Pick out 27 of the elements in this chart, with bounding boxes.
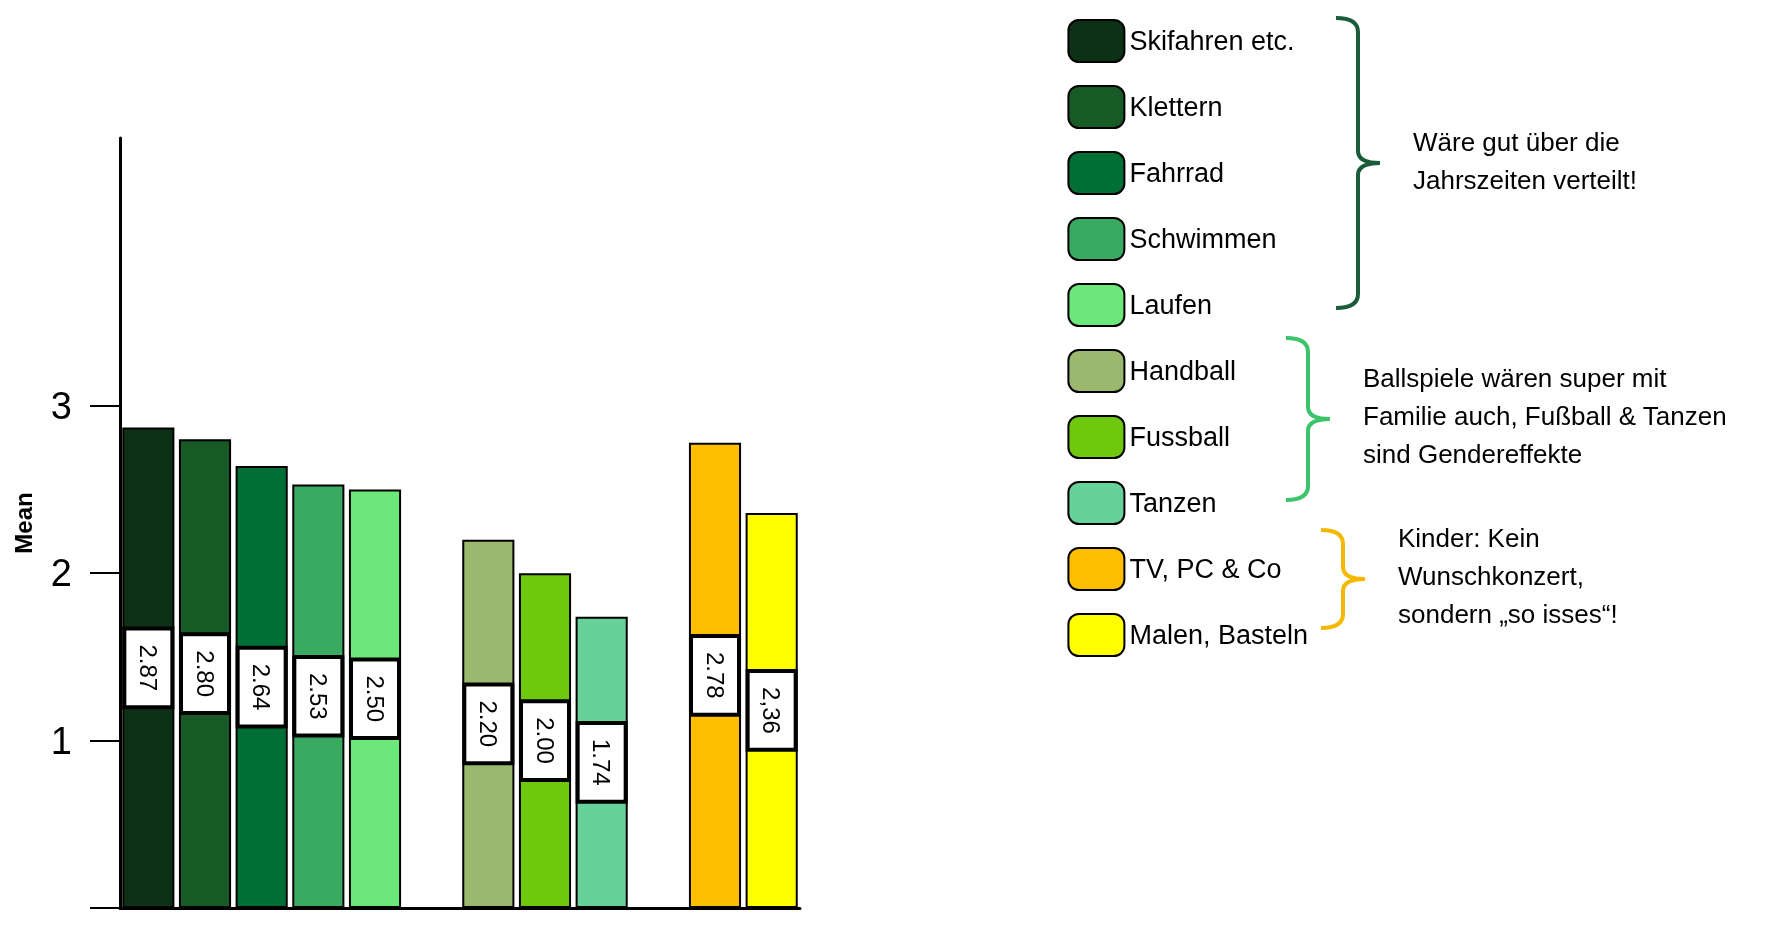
data-label: 2.80 — [191, 650, 219, 698]
legend-label: Schwimmen — [1129, 224, 1277, 254]
y-tick-label: 3 — [50, 384, 72, 427]
data-label: 2.50 — [361, 675, 389, 723]
text: Wäre gut über die Jahrszeiten verteilt! — [1413, 127, 1637, 195]
data-label: 2.78 — [701, 651, 729, 699]
data-label: 2.53 — [304, 672, 332, 720]
data-label: 2.00 — [531, 717, 559, 764]
legend-label: Fahrrad — [1129, 158, 1224, 188]
data-label: 2,36 — [758, 687, 786, 734]
legend-label: Handball — [1129, 356, 1236, 386]
legend-label: Tanzen — [1129, 488, 1217, 518]
data-label: 1.74 — [588, 739, 616, 786]
legend-label: Malen, Basteln — [1129, 620, 1309, 650]
y-axis-title: Mean — [9, 492, 37, 554]
y-tick-label: 1 — [50, 719, 72, 762]
y-tick-label: 2 — [50, 552, 72, 595]
legend-label: Skifahren etc. — [1129, 26, 1295, 56]
data-label: 2.87 — [134, 644, 162, 692]
legend-label: Klettern — [1129, 92, 1223, 122]
data-label: 2.20 — [474, 700, 502, 748]
text: Kinder: Kein Wunschkonzert, sondern „so isses“! — [1398, 523, 1618, 629]
legend-label: Laufen — [1129, 290, 1212, 320]
text: Ballspiele wären super mit Familie auch, Fußball & Tanzen sind Gendereffekte — [1363, 363, 1727, 469]
legend-label: Fussball — [1129, 422, 1230, 452]
legend-label: TV, PC & Co — [1129, 554, 1282, 584]
data-label: 2.64 — [248, 663, 276, 711]
